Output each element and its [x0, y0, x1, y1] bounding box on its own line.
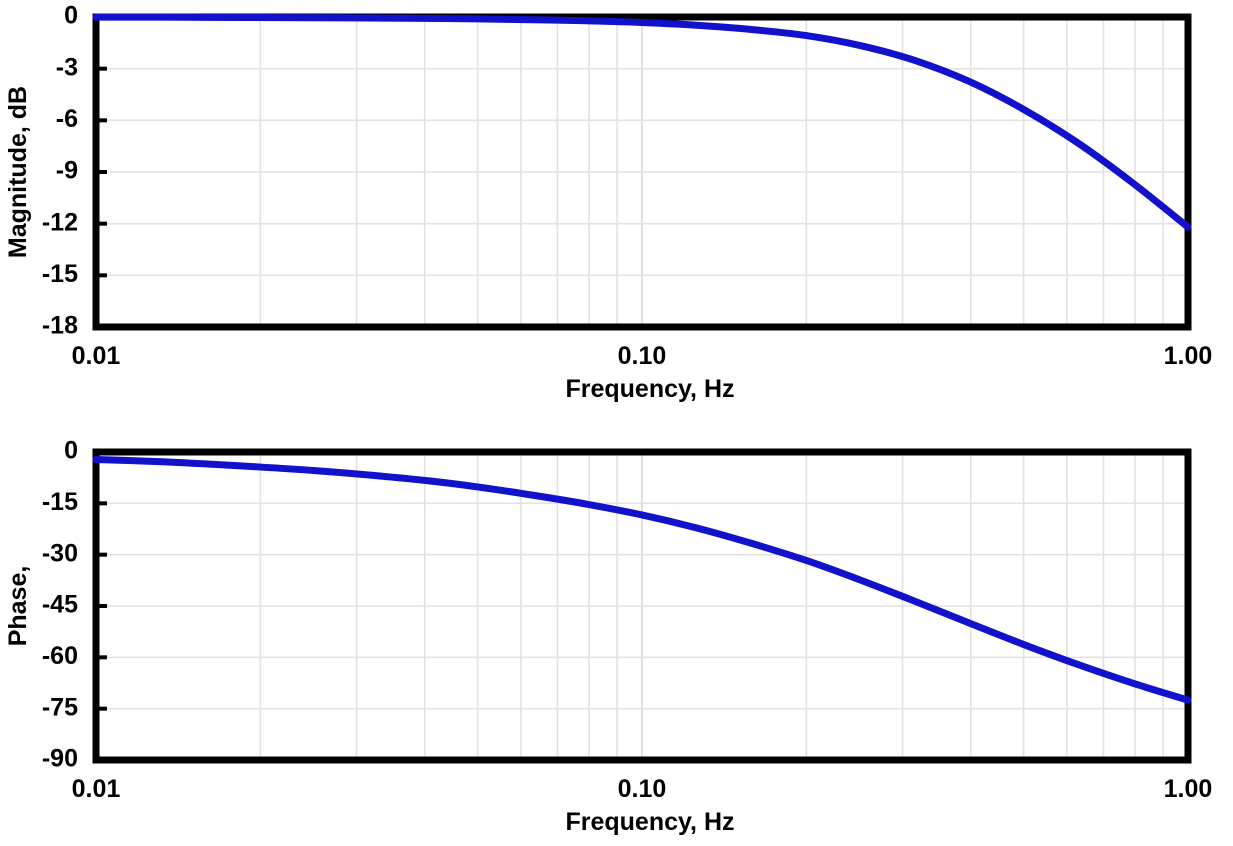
- phase-xtick-label: 1.00: [1164, 775, 1213, 803]
- phase-ytick-label: -75: [42, 693, 78, 721]
- magnitude-ytick-label: -3: [56, 53, 78, 81]
- magnitude-ytick-marks: [96, 66, 107, 278]
- magnitude-xtick-label: 1.00: [1164, 342, 1213, 370]
- magnitude-ytick-label: -15: [42, 260, 78, 288]
- magnitude-ytick-label: 0: [64, 2, 78, 30]
- phase-ytick-label: -15: [42, 488, 78, 516]
- magnitude-grid-group: [96, 17, 1188, 327]
- magnitude-ytick-label: -9: [56, 157, 78, 185]
- magnitude-plot-panel: 0 -3 -6 -9 -12 -15 -18 0.01 0.10 1.00 Magnitude,…: [4, 2, 1213, 403]
- phase-ytick-label: 0: [64, 437, 78, 465]
- magnitude-x-axis-title: Frequency, Hz: [565, 375, 734, 403]
- phase-xtick-labels: 0.01 0.10 1.00: [72, 775, 1213, 803]
- phase-plot-panel: 0 -15 -30 -45 -60 -75 -90 0.01 0.10 1.00 Phase, …: [0, 435, 1233, 846]
- magnitude-ytick-label: -12: [42, 208, 78, 236]
- magnitude-ytick-label: -18: [42, 312, 78, 340]
- magnitude-xtick-labels: 0.01 0.10 1.00: [72, 342, 1213, 370]
- phase-bode-chart: 0-15-30-45-60-75-90 0.01 0.10 1.00 Phase, …: [4, 437, 1213, 836]
- magnitude-xtick-label: 0.01: [72, 342, 121, 370]
- phase-ytick-label: -45: [42, 591, 78, 619]
- magnitude-ytick-label: -6: [56, 105, 78, 133]
- phase-ytick-marks: [96, 501, 107, 711]
- phase-ytick-label: -60: [42, 642, 78, 670]
- phase-ytick-label: -90: [42, 745, 78, 773]
- magnitude-ytick-labels: 0 -3 -6 -9 -12 -15 -18: [42, 2, 78, 340]
- phase-ytick-label: -30: [42, 539, 78, 567]
- magnitude-response-curve: [92, 13, 1192, 231]
- magnitude-y-axis-title: Magnitude, dB: [4, 86, 32, 258]
- phase-x-axis-title: Frequency, Hz: [565, 808, 734, 836]
- phase-response-curve: [92, 456, 1192, 704]
- phase-ytick-labels: 0 -15 -30 -45 -60 -75 -90: [42, 437, 78, 773]
- phase-y-axis-title: Phase,: [4, 566, 32, 647]
- phase-xtick-label: 0.01: [72, 775, 121, 803]
- phase-grid-group: [96, 452, 1188, 760]
- phase-xtick-label: 0.10: [618, 775, 667, 803]
- magnitude-bode-chart: 0 -3 -6 -9 -12 -15 -18 0.01 0.10 1.00 Magnitude,…: [4, 2, 1213, 403]
- magnitude-xtick-label: 0.10: [618, 342, 667, 370]
